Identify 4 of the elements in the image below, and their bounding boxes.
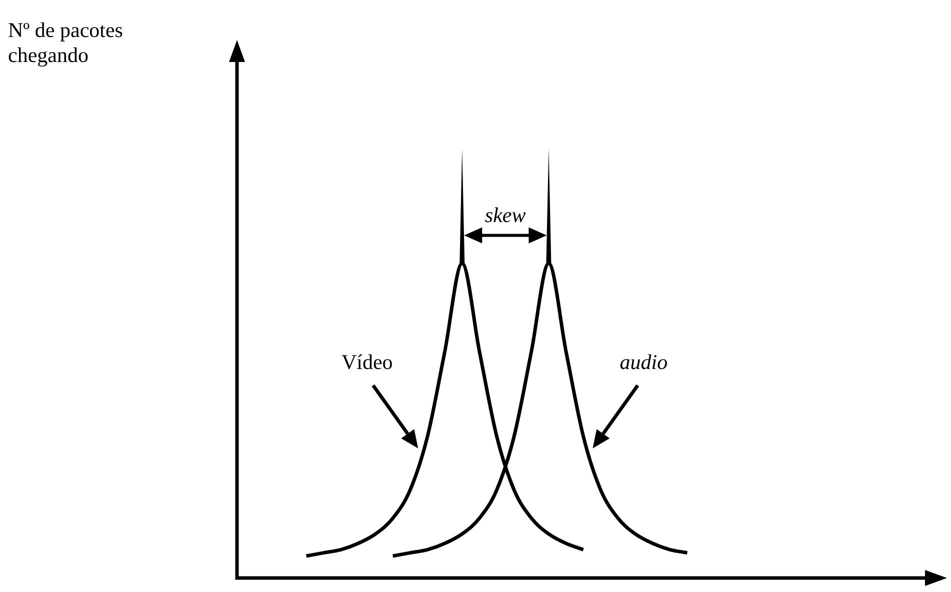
text: Vídeo — [341, 350, 393, 374]
text: Nº de pacotes chegando — [8, 18, 124, 68]
text: skew — [484, 203, 526, 228]
text: audio — [620, 350, 668, 374]
